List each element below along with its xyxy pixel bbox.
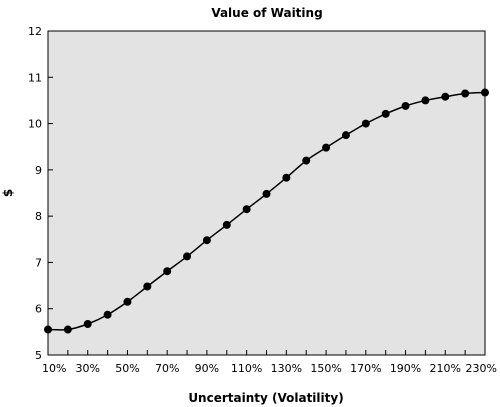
data-point-230% (481, 88, 489, 97)
data-point-20% (63, 325, 72, 334)
x-tick-label: 150% (310, 362, 341, 375)
x-axis: 10% 30% 50% 70% 90% 110% 130% 150% 170% 190% 210% 2… (42, 350, 497, 375)
data-point-50% (123, 297, 132, 306)
x-tick-label: 110% (231, 362, 262, 375)
x-tick-label: 210% (430, 362, 461, 375)
data-point-40% (103, 310, 112, 319)
data-point-160% (341, 131, 350, 140)
data-point-200% (421, 96, 430, 105)
y-tick-label: 11 (28, 71, 42, 84)
x-tick-label: 10% (42, 362, 66, 375)
chart-title: Value of Waiting (211, 6, 322, 20)
x-tick-label: 170% (350, 362, 381, 375)
x-tick-label: 230% (466, 362, 497, 375)
y-tick-label: 6 (35, 303, 42, 316)
data-point-130% (282, 173, 291, 182)
y-axis: 5 6 7 8 9 10 11 12 (28, 25, 53, 362)
y-tick-label: 10 (28, 118, 42, 131)
data-point-170% (361, 119, 370, 128)
data-point-100% (222, 220, 231, 229)
data-point-80% (183, 252, 192, 261)
x-tick-label: 130% (271, 362, 302, 375)
data-point-10% (44, 325, 52, 334)
x-tick-label: 50% (115, 362, 139, 375)
data-point-210% (441, 92, 450, 101)
data-point-110% (242, 205, 251, 214)
y-tick-label: 12 (28, 25, 42, 38)
x-tick-label: 190% (390, 362, 421, 375)
data-point-180% (381, 109, 390, 118)
y-axis-label: $ (1, 189, 15, 197)
x-tick-label: 90% (195, 362, 219, 375)
series-markers (44, 88, 489, 334)
data-point-150% (322, 143, 331, 152)
data-point-220% (461, 89, 470, 98)
x-tick-label: 70% (155, 362, 179, 375)
y-tick-label: 5 (35, 349, 42, 362)
data-point-30% (83, 319, 92, 328)
data-point-90% (202, 236, 211, 245)
x-axis-label: Uncertainty (Volatility) (188, 391, 343, 405)
x-tick-label: 30% (76, 362, 100, 375)
y-tick-label: 9 (35, 164, 42, 177)
data-point-140% (302, 156, 311, 165)
y-tick-label: 8 (35, 210, 42, 223)
data-point-120% (262, 189, 271, 198)
data-point-190% (401, 101, 410, 110)
data-point-60% (143, 282, 152, 291)
y-tick-label: 7 (35, 256, 42, 269)
data-point-70% (163, 267, 172, 276)
